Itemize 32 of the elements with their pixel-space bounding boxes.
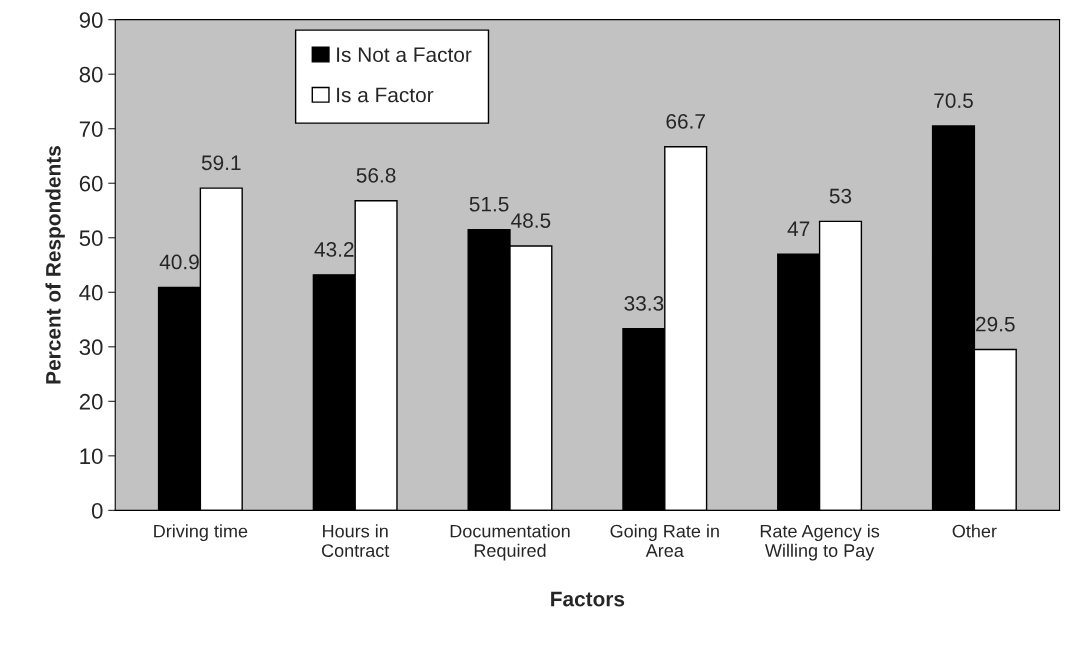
- y-tick-label: 30: [79, 339, 103, 356]
- data-label: 40.9: [159, 254, 199, 270]
- y-tick-label: 40: [79, 284, 103, 301]
- data-label: 43.2: [314, 242, 354, 257]
- x-tick-label: Driving time: [154, 524, 248, 542]
- x-tick-label: Other: [952, 524, 997, 538]
- y-tick-label: 20: [79, 393, 103, 410]
- x-tick-label: Rate Agency is Willing to Pay: [760, 524, 880, 561]
- y-tick-label: 90: [79, 12, 103, 28]
- y-tick-label: 10: [80, 448, 103, 465]
- x-tick-label: Documentation Required: [450, 524, 570, 561]
- data-label: 70.5: [934, 93, 973, 108]
- legend-label: Is a Factor: [337, 87, 434, 103]
- y-tick-label: 60: [79, 175, 103, 192]
- data-label: 66.7: [666, 113, 705, 129]
- data-label: 56.8: [356, 167, 396, 183]
- y-axis-title: Percent of Respondents: [45, 146, 65, 384]
- x-tick-label: Hours in Contract: [321, 524, 390, 557]
- y-tick-label: 50: [79, 230, 103, 247]
- data-label: 51.5: [469, 197, 509, 212]
- data-label: 48.5: [511, 213, 551, 228]
- data-label: 59.1: [201, 155, 241, 171]
- data-label: 29.5: [976, 316, 1015, 332]
- data-label: 47: [787, 221, 810, 236]
- legend-label: Is Not a Factor: [337, 47, 472, 63]
- x-axis-title: Factors: [551, 591, 625, 607]
- y-tick-label: 70: [79, 121, 103, 137]
- y-tick-label: 80: [79, 66, 103, 83]
- data-label: 53: [829, 188, 852, 204]
- y-tick-label: 0: [91, 502, 103, 519]
- x-tick-label: Going Rate in Area: [610, 524, 719, 557]
- data-label: 33.3: [624, 296, 664, 311]
